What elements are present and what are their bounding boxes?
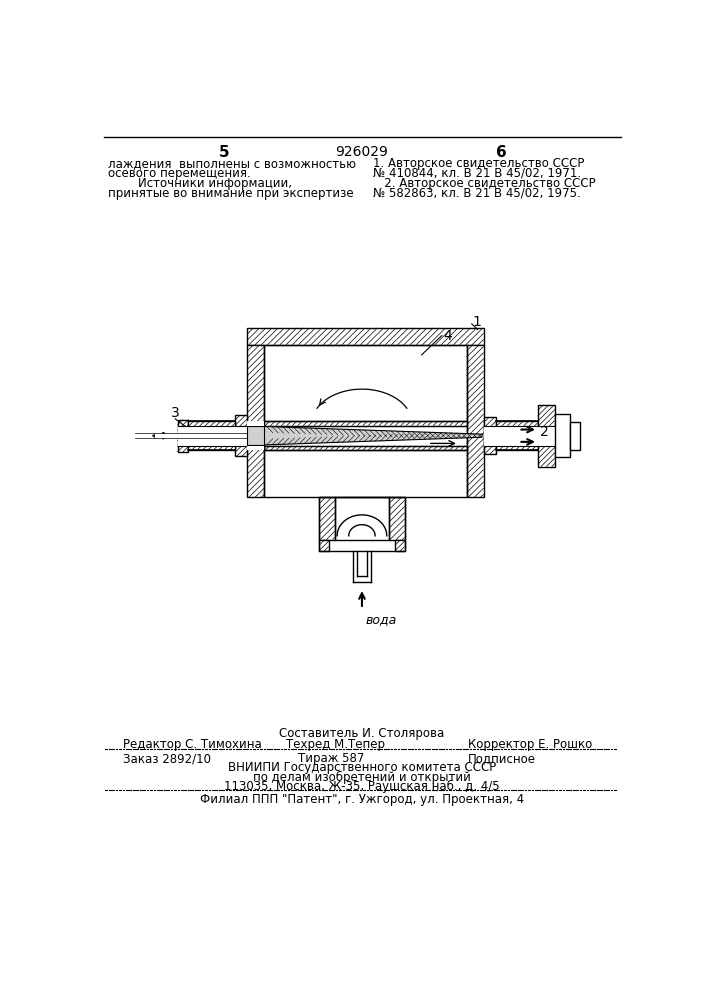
Text: 6: 6 — [496, 145, 507, 160]
Text: ВНИИПИ Государственного комитета СССР: ВНИИПИ Государственного комитета СССР — [228, 761, 496, 774]
Bar — [538, 426, 555, 446]
Text: 2. Авторское свидетельство СССР: 2. Авторское свидетельство СССР — [373, 177, 595, 190]
Text: Заказ 2892/10: Заказ 2892/10 — [123, 752, 211, 765]
Text: 3: 3 — [171, 406, 180, 420]
Bar — [484, 426, 496, 446]
Bar — [320, 497, 404, 551]
Bar — [247, 345, 264, 497]
Bar — [247, 426, 264, 445]
Text: Редактор С. Тимохина: Редактор С. Тимохина — [123, 738, 262, 751]
Bar — [389, 497, 404, 540]
Text: Техред М.Тепер: Техред М.Тепер — [286, 738, 385, 751]
Bar — [467, 345, 484, 497]
Bar — [264, 446, 467, 450]
Bar — [320, 497, 335, 540]
Bar — [484, 417, 496, 454]
Bar — [264, 345, 467, 497]
Bar — [571, 422, 580, 450]
Text: Источники информации,: Источники информации, — [107, 177, 292, 190]
Text: осевого перемещения.: осевого перемещения. — [107, 167, 250, 180]
Text: по делам изобретений и открытий: по делам изобретений и открытий — [253, 771, 471, 784]
Text: 5: 5 — [218, 145, 229, 160]
Bar — [264, 421, 467, 426]
Text: Корректор Е. Рошко: Корректор Е. Рошко — [468, 738, 592, 751]
Text: Составитель И. Столярова: Составитель И. Столярова — [279, 727, 445, 740]
Bar — [555, 414, 571, 457]
Bar — [235, 415, 247, 456]
Text: 113035, Москва, Ж-35, Раушская наб., д. 4/5: 113035, Москва, Ж-35, Раушская наб., д. … — [224, 780, 500, 793]
Bar — [247, 446, 264, 450]
Text: 1: 1 — [472, 315, 481, 329]
Bar — [247, 328, 484, 345]
Text: 4: 4 — [443, 329, 452, 343]
Bar — [496, 421, 538, 450]
Polygon shape — [264, 426, 482, 445]
Text: Подписное: Подписное — [468, 752, 536, 765]
Bar — [188, 426, 235, 446]
Bar — [247, 421, 264, 426]
Bar — [188, 421, 235, 450]
Text: принятые во внимание при экспертизе: принятые во внимание при экспертизе — [107, 187, 354, 200]
Bar — [177, 426, 188, 446]
Text: 926029: 926029 — [336, 145, 388, 159]
Text: 1. Авторское свидетельство СССР: 1. Авторское свидетельство СССР — [373, 157, 584, 170]
Text: Филиал ППП "Патент", г. Ужгород, ул. Проектная, 4: Филиал ППП "Патент", г. Ужгород, ул. Про… — [200, 793, 524, 806]
Bar — [335, 497, 389, 540]
Text: 2: 2 — [540, 425, 549, 439]
Bar — [395, 540, 404, 551]
Bar — [154, 433, 247, 438]
Text: Тираж 587: Тираж 587 — [298, 752, 364, 765]
Text: № 582863, кл. В 21 В 45/02, 1975.: № 582863, кл. В 21 В 45/02, 1975. — [373, 187, 580, 200]
Bar — [235, 426, 247, 446]
Bar — [320, 540, 329, 551]
Bar — [496, 426, 538, 446]
Bar — [538, 405, 555, 466]
Text: лаждения  выполнены с возможностью: лаждения выполнены с возможностью — [107, 157, 356, 170]
Bar — [177, 420, 188, 452]
Text: № 410844, кл. В 21 В 45/02, 1971.: № 410844, кл. В 21 В 45/02, 1971. — [373, 167, 581, 180]
Text: вода: вода — [366, 613, 397, 626]
